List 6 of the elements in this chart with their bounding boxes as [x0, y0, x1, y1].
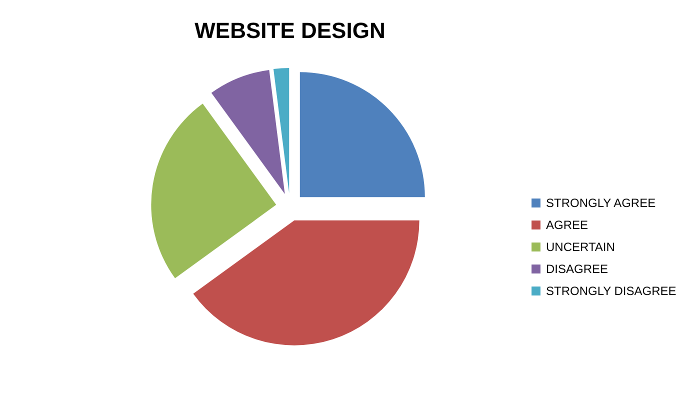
legend-label: STRONGLY DISAGREE [546, 284, 676, 298]
legend-label: DISAGREE [546, 262, 608, 276]
legend-label: STRONGLY AGREE [546, 196, 656, 210]
legend-label: UNCERTAIN [546, 240, 615, 254]
legend-label: AGREE [546, 218, 588, 232]
chart-title: WEBSITE DESIGN [194, 18, 386, 43]
